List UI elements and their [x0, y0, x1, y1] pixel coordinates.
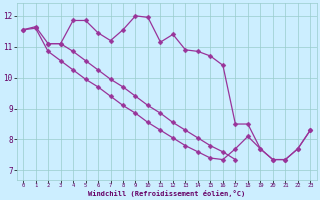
- X-axis label: Windchill (Refroidissement éolien,°C): Windchill (Refroidissement éolien,°C): [88, 190, 245, 197]
